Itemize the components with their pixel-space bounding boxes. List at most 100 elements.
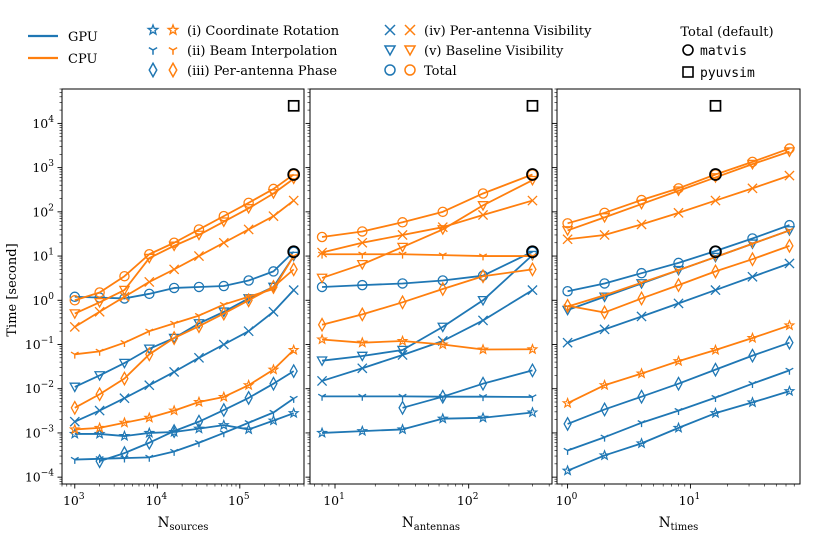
series-cpu-x: [316, 195, 538, 258]
data-point: [563, 447, 572, 455]
data-point: [528, 362, 537, 378]
data-point: [70, 400, 79, 416]
series-line: [402, 369, 533, 409]
y-tick-base: 10: [25, 337, 41, 352]
series-line: [321, 173, 533, 238]
legend-label-component-2: (ii) Beam Interpolation: [187, 44, 338, 59]
data-point: [358, 306, 367, 322]
data-point: [785, 227, 794, 235]
x-tick-exp: 5: [244, 492, 250, 502]
data-point: [143, 426, 156, 439]
x-tick-exp: 2: [473, 492, 479, 502]
series-line: [74, 255, 295, 356]
data-point: [636, 311, 647, 322]
y-tick-label: 103: [32, 159, 54, 175]
data-point: [93, 371, 106, 382]
data-point: [747, 156, 758, 168]
data-point: [437, 322, 449, 333]
legend-total-marker-matvis: [682, 44, 694, 56]
data-point: [289, 395, 298, 403]
legend-label-component-4: (iv) Per-antenna Visibility: [424, 24, 592, 39]
data-point: [170, 448, 179, 456]
data-point: [316, 247, 328, 258]
data-point: [397, 217, 408, 228]
series-line: [322, 250, 533, 288]
data-point: [747, 271, 758, 282]
legend-label-component-1: (i) Coordinate Rotation: [187, 24, 340, 39]
series-line: [321, 268, 533, 326]
data-point: [599, 278, 610, 289]
data-point: [562, 234, 573, 245]
series-group: [68, 99, 301, 469]
data-point: [711, 362, 720, 378]
x-tick-base: 10: [556, 493, 572, 508]
x-tick-base: 10: [323, 493, 339, 508]
data-point: [710, 285, 721, 296]
data-point: [672, 421, 685, 433]
data-point: [398, 294, 407, 310]
x-ticks: 100 101: [556, 484, 795, 508]
data-point: [317, 393, 327, 401]
series-gpu-tri_down: [317, 393, 537, 402]
legend-marker-gpu-star: [146, 23, 160, 36]
x-axis-label-main: N: [402, 515, 414, 531]
x-tick-exp: 1: [695, 492, 701, 502]
data-point: [93, 421, 106, 433]
data-point: [785, 367, 794, 375]
data-point: [748, 251, 757, 267]
x-axis-label: Nsources: [158, 515, 209, 533]
series-line: [321, 199, 533, 254]
data-point: [169, 423, 179, 439]
y-tick-exp: −3: [41, 424, 55, 434]
series-gpu-star: [68, 406, 300, 442]
y-tick-label: 102: [32, 203, 54, 219]
data-point: [398, 400, 407, 416]
data-point: [268, 183, 279, 195]
data-point: [316, 333, 329, 345]
data-point: [747, 183, 758, 194]
series-line: [74, 268, 295, 409]
data-point: [785, 238, 794, 254]
total-legend-title: Total (default): [680, 25, 773, 40]
series-cpu-star: [316, 333, 539, 355]
data-point: [746, 396, 759, 408]
x-axis-label-sub: sources: [169, 522, 208, 533]
data-point: [95, 348, 104, 356]
legend-total-label-matvis: matvis: [700, 44, 747, 59]
data-point: [193, 224, 205, 235]
data-point: [478, 268, 488, 284]
x-tick-label: 105: [228, 492, 250, 508]
data-point: [673, 207, 684, 218]
data-point: [144, 288, 155, 300]
data-point: [561, 396, 574, 409]
series-cpu-triangle_down: [561, 147, 796, 237]
data-point: [193, 230, 205, 241]
data-point: [219, 402, 228, 418]
data-point: [356, 260, 368, 271]
data-point: [396, 334, 409, 347]
x-tick-base: 10: [679, 493, 695, 508]
data-point: [437, 206, 449, 218]
data-point: [168, 404, 181, 416]
data-point: [711, 394, 720, 402]
x-ticks: 101 102: [314, 484, 550, 508]
data-point: [599, 229, 610, 241]
series-gpu-triangle_down: [69, 251, 300, 393]
data-point: [243, 326, 254, 337]
data-point: [219, 306, 228, 322]
y-tick-base: 10: [32, 293, 48, 308]
data-point: [527, 285, 538, 296]
data-point: [477, 411, 489, 423]
data-point: [118, 285, 131, 297]
x-axis-label: Ntimes: [659, 515, 699, 533]
y-tick-label: 10−1: [25, 336, 54, 352]
data-point: [637, 279, 646, 288]
series-line: [321, 254, 534, 362]
series-line: [321, 338, 533, 351]
series-cpu-circle: [562, 143, 795, 229]
default-point-matvis: [709, 245, 722, 259]
data-point: [396, 423, 409, 435]
default-point-pyuvsim: [526, 99, 539, 112]
data-point: [709, 406, 722, 419]
